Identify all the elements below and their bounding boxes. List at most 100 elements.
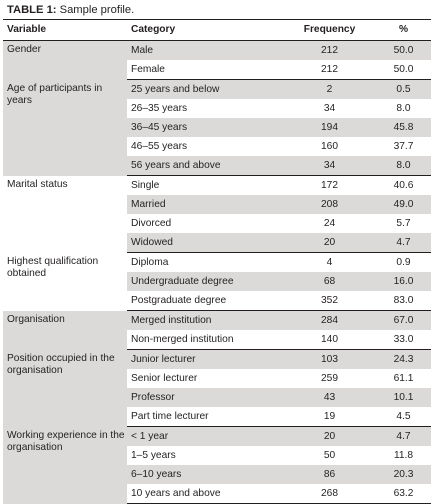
frequency-cell: 172 (321, 179, 338, 191)
frequency-cell: 352 (283, 291, 376, 311)
table-row: 36–45 years 194 45.8 (3, 118, 431, 137)
header-frequency: Frequency (283, 19, 376, 41)
frequency-cell: 259 (321, 372, 338, 384)
percent-cell: 10.1 (376, 388, 431, 407)
table-row: Gender Male 212 50.0 (3, 40, 431, 80)
category-cell: 6–10 years (127, 465, 283, 484)
category-cell: 1–5 years (131, 449, 176, 461)
table-row: Age of participants in years 25 years and… (3, 79, 431, 176)
frequency-cell: 43 (283, 388, 376, 407)
category-cell: Diploma (131, 256, 169, 268)
table-row: Part time lecturer 19 4.5 (3, 407, 431, 427)
category-cell: Divorced (131, 217, 172, 229)
table-row: 46–55 years 160 37.7 (3, 137, 431, 156)
category-cell: 25 years and below (127, 79, 283, 99)
category-cell: < 1 year (127, 426, 283, 446)
header-percent: % (376, 19, 431, 41)
table-row: Professor 43 10.1 (3, 388, 431, 407)
table-caption-text: Sample profile. (56, 4, 135, 16)
category-cell: Female (127, 60, 283, 80)
table-row: Divorced 24 5.7 (3, 214, 431, 233)
table-row: 56 years and above 34 8.0 (3, 156, 431, 176)
percent-cell: 50.0 (376, 40, 431, 60)
table-row: Widowed 20 4.7 (3, 233, 431, 253)
percent-cell: 4.5 (376, 407, 431, 427)
table-caption-label: TABLE 1: (7, 4, 57, 16)
variable-cell: Organisation (3, 310, 127, 350)
percent-cell: 50.0 (376, 60, 431, 80)
frequency-cell: 19 (283, 407, 376, 427)
percent-cell: 83.0 (376, 291, 431, 311)
category-cell: 56 years and above (127, 156, 283, 176)
table-row: Female 212 50.0 (3, 60, 431, 80)
category-cell: Male (127, 40, 283, 60)
table-row: 1–5 years 50 11.8 (3, 446, 431, 465)
frequency-cell: 140 (283, 330, 376, 350)
percent-cell: 33.0 (376, 330, 431, 350)
table-row: Marital status Single 172 40.6 (3, 176, 431, 196)
category-cell: Junior lecturer (127, 349, 283, 369)
percent-cell: 0.5 (376, 79, 431, 99)
variable-cell: Marital status (7, 178, 68, 190)
percent-cell: 37.7 (393, 140, 414, 152)
table-header-row: Variable Category Frequency % (3, 19, 431, 41)
frequency-cell: 212 (283, 40, 376, 60)
percent-cell: 45.8 (376, 118, 431, 137)
variable-cell: Age of participants in years (3, 79, 127, 176)
category-cell: 36–45 years (127, 118, 283, 137)
category-cell: Merged institution (127, 310, 283, 330)
percent-cell: 20.3 (376, 465, 431, 484)
header-variable: Variable (3, 19, 127, 41)
frequency-cell: 103 (283, 349, 376, 369)
category-cell: 46–55 years (131, 140, 188, 152)
variable-cell: Highest qualification obtained (7, 255, 99, 279)
table-caption: TABLE 1: Sample profile. (7, 3, 134, 17)
table-row: Non-merged institution 140 33.0 (3, 330, 431, 350)
frequency-cell: 2 (283, 79, 376, 99)
percent-cell: 24.3 (376, 349, 431, 369)
frequency-cell: 34 (283, 156, 376, 176)
percent-cell: 8.0 (376, 156, 431, 176)
frequency-cell: 20 (283, 426, 376, 446)
category-cell: Married (127, 195, 283, 214)
percent-cell: 0.9 (396, 256, 411, 268)
percent-cell: 5.7 (396, 217, 411, 229)
category-cell: Single (131, 179, 160, 191)
frequency-cell: 194 (283, 118, 376, 137)
table-row: Working experience in the organisation < … (3, 426, 431, 504)
variable-cell: Position occupied in the organisation (3, 349, 127, 427)
category-cell: Professor (127, 388, 283, 407)
category-cell: Senior lecturer (131, 372, 198, 384)
category-cell: Widowed (127, 233, 283, 253)
table-row: 26–35 years 34 8.0 (3, 99, 431, 118)
table-row: Highest qualification obtained Diploma 4 0.… (3, 253, 431, 279)
frequency-cell: 68 (283, 272, 376, 291)
percent-cell: 67.0 (376, 310, 431, 330)
percent-cell: 11.8 (393, 449, 414, 461)
percent-cell: 4.7 (376, 233, 431, 253)
frequency-cell: 50 (323, 449, 336, 461)
table-row: Undergraduate degree 68 16.0 (3, 272, 431, 291)
variable-cell: Gender (3, 40, 127, 80)
category-cell: Part time lecturer (127, 407, 283, 427)
header-category: Category (127, 19, 283, 41)
frequency-cell: 34 (323, 102, 336, 114)
percent-cell: 8.0 (396, 102, 411, 114)
frequency-cell: 208 (283, 195, 376, 214)
frequency-cell: 212 (283, 60, 376, 80)
frequency-cell: 284 (283, 310, 376, 330)
percent-cell: 40.6 (393, 179, 414, 191)
percent-cell: 4.7 (376, 426, 431, 446)
percent-cell: 16.0 (376, 272, 431, 291)
table-row: Senior lecturer 259 61.1 (3, 369, 431, 388)
percent-cell: 49.0 (376, 195, 431, 214)
table-body: Gender Male 212 50.0 Female 212 50.0 Age of par… (3, 40, 431, 504)
table-row: Postgraduate degree 352 83.0 (3, 291, 431, 311)
category-cell: 26–35 years (131, 102, 188, 114)
frequency-cell: 160 (321, 140, 338, 152)
table-row: Position occupied in the organisation Jun… (3, 349, 431, 427)
percent-cell: 61.1 (393, 372, 414, 384)
frequency-cell: 86 (283, 465, 376, 484)
sample-profile-table: Variable Category Frequency % Gender Male… (3, 19, 431, 504)
